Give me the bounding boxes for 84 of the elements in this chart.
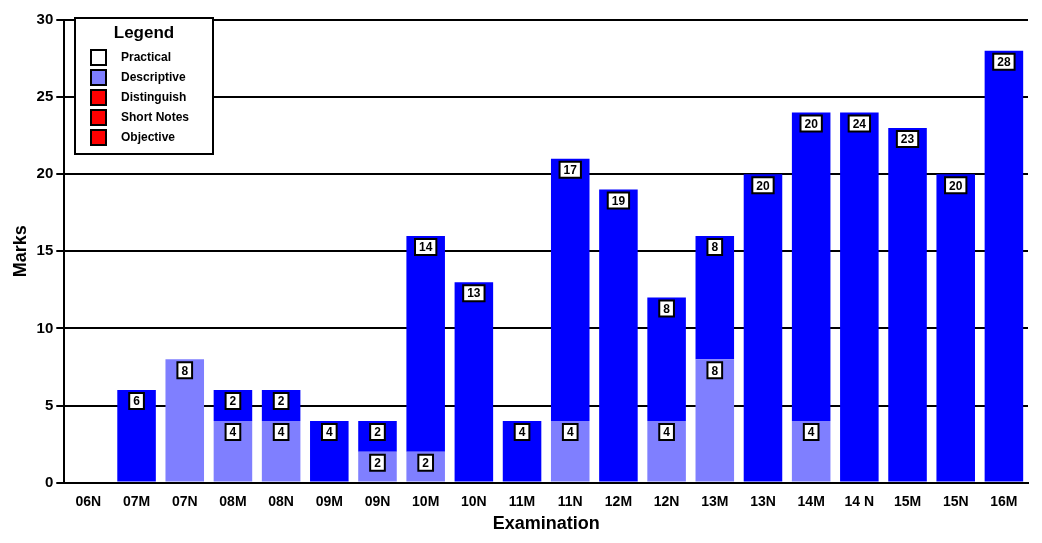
bar xyxy=(454,282,494,482)
bar xyxy=(743,174,783,482)
bar xyxy=(502,420,542,482)
data-label: 8 xyxy=(663,301,671,316)
x-tick-label: 11M xyxy=(508,492,536,509)
bar xyxy=(791,112,831,421)
bar xyxy=(310,420,349,482)
data-label: 6 xyxy=(133,394,141,409)
data-label: 4 xyxy=(663,425,671,440)
data-label: 4 xyxy=(229,425,237,440)
data-label: 2 xyxy=(422,456,430,471)
x-tick-label: 13M xyxy=(701,492,729,509)
x-tick-label: 12N xyxy=(653,492,680,509)
x-tick-label: 10N xyxy=(461,492,487,509)
x-tick-label: 13N xyxy=(750,492,776,509)
x-tick-label: 07M xyxy=(122,492,151,509)
legend-label: Distinguish xyxy=(121,90,187,104)
legend-label: Objective xyxy=(121,130,176,144)
x-tick-label: 07N xyxy=(171,492,198,509)
y-tick-label: 15 xyxy=(36,241,54,259)
data-label: 8 xyxy=(181,363,189,378)
data-label: 4 xyxy=(325,425,333,440)
data-label: 4 xyxy=(566,425,574,440)
x-tick-label: 10M xyxy=(412,492,440,509)
bar xyxy=(647,420,686,482)
data-label: 17 xyxy=(563,163,578,178)
bar xyxy=(791,420,831,482)
bar xyxy=(936,174,975,482)
x-tick-label: 09N xyxy=(364,492,391,509)
data-label: 8 xyxy=(711,363,719,378)
bar xyxy=(840,112,879,482)
bar xyxy=(117,390,156,482)
bar xyxy=(406,235,445,452)
legend-title: Legend xyxy=(112,23,176,43)
x-tick-label: 12M xyxy=(604,492,633,509)
x-tick-label: 11N xyxy=(557,492,583,509)
x-axis-title: Examination xyxy=(492,513,600,534)
x-tick-label: 09M xyxy=(315,492,343,509)
data-label: 4 xyxy=(807,425,815,440)
data-label: 2 xyxy=(277,394,285,409)
bar xyxy=(550,158,590,421)
x-tick-label: 08N xyxy=(268,492,294,509)
data-label: 20 xyxy=(804,116,819,131)
data-label: 19 xyxy=(611,193,626,208)
bar xyxy=(647,297,686,421)
bar xyxy=(213,420,253,482)
data-label: 20 xyxy=(756,178,770,193)
y-tick-label: 20 xyxy=(36,164,54,182)
data-label: 13 xyxy=(467,286,481,301)
data-label: 2 xyxy=(374,425,382,440)
y-tick-label: 0 xyxy=(44,472,54,490)
bar xyxy=(165,359,205,482)
bar xyxy=(695,235,735,360)
data-label: 14 xyxy=(419,240,433,255)
legend-label: Practical xyxy=(121,50,172,64)
y-axis-title: Marks xyxy=(9,225,30,278)
data-label: 23 xyxy=(900,132,915,147)
y-tick-label: 25 xyxy=(36,87,54,105)
bar xyxy=(261,420,301,482)
x-tick-label: 08M xyxy=(219,492,247,509)
bar xyxy=(550,420,590,482)
y-tick-label: 10 xyxy=(36,318,54,336)
data-label: 24 xyxy=(852,116,867,131)
data-label: 2 xyxy=(229,394,237,409)
legend-label: Descriptive xyxy=(121,70,186,84)
bar xyxy=(599,189,638,482)
bar xyxy=(888,127,927,482)
data-label: 20 xyxy=(949,178,963,193)
y-tick-label: 5 xyxy=(44,395,54,413)
x-tick-label: 15N xyxy=(942,492,969,509)
x-tick-label: 14M xyxy=(797,492,825,509)
data-label: 2 xyxy=(374,456,382,471)
data-label: 4 xyxy=(277,425,285,440)
data-label: 8 xyxy=(711,240,719,255)
data-label: 4 xyxy=(518,425,526,440)
bar xyxy=(695,359,735,482)
x-tick-label: 16M xyxy=(990,492,1018,509)
x-tick-label: 14 N xyxy=(844,492,875,509)
legend-label: Short Notes xyxy=(121,110,190,124)
x-tick-label: 15M xyxy=(893,492,922,509)
y-tick-label: 30 xyxy=(36,10,54,28)
x-tick-label: 06N xyxy=(75,492,102,509)
data-label: 28 xyxy=(997,55,1011,70)
bar xyxy=(984,50,1024,482)
